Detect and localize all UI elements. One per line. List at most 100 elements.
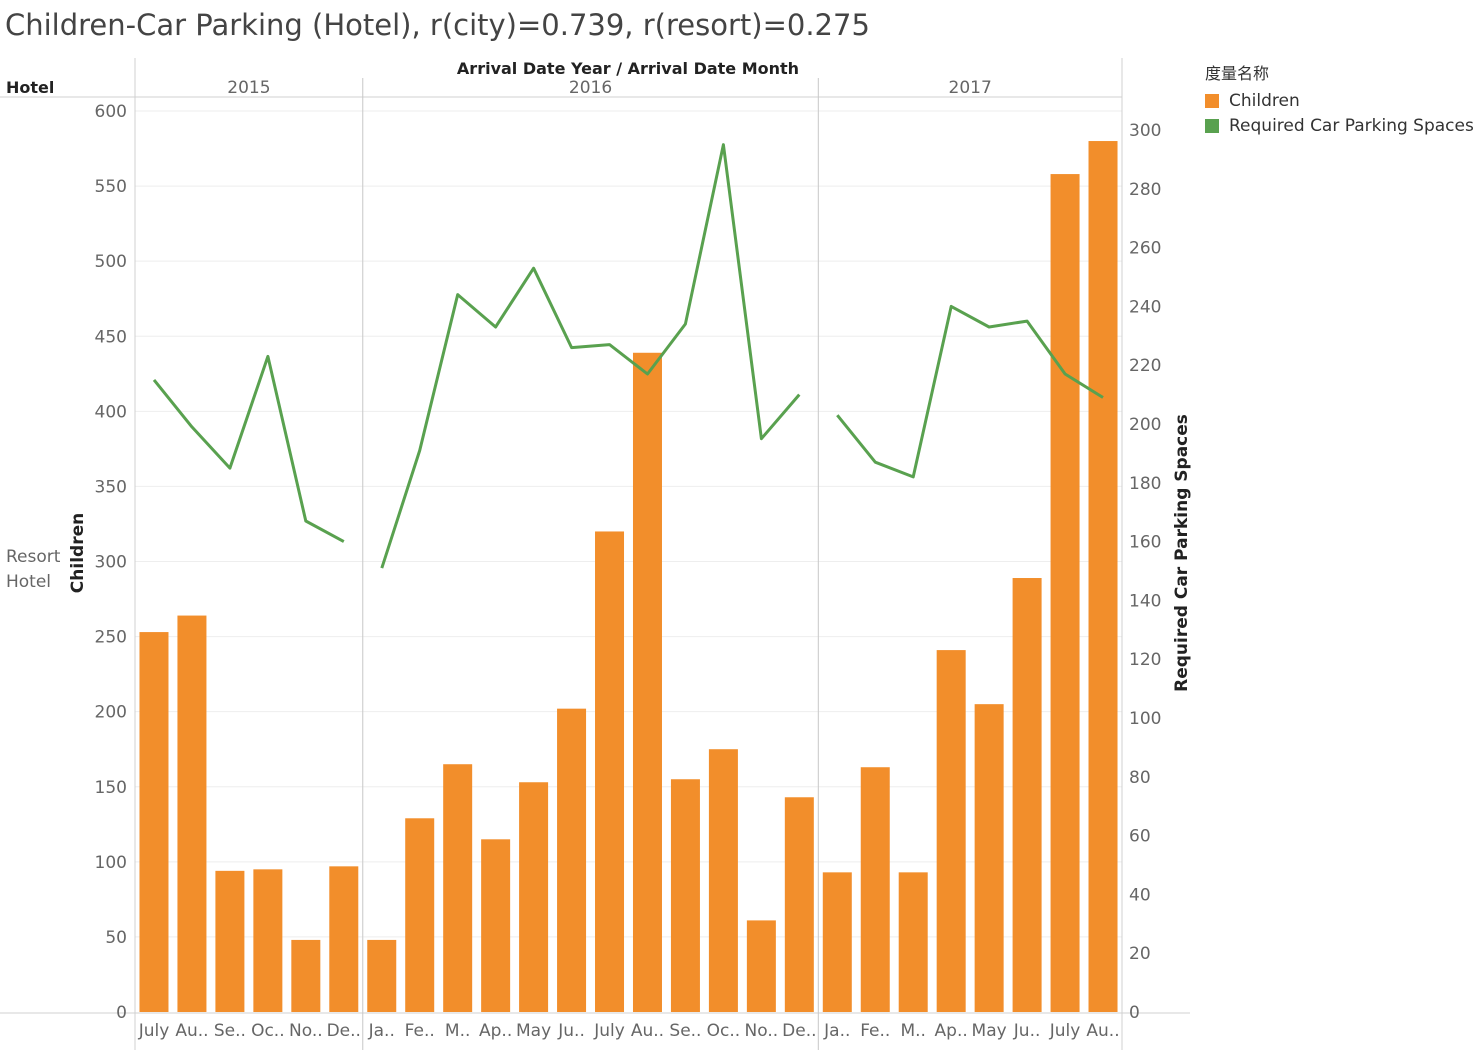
row-value-label: Resort bbox=[6, 547, 61, 567]
children-bar bbox=[519, 782, 549, 1012]
children-bar bbox=[708, 749, 738, 1012]
children-bar bbox=[898, 872, 928, 1012]
children-bar bbox=[1050, 174, 1080, 1012]
right-axis-tick: 200 bbox=[1129, 415, 1161, 435]
left-axis-tick: 400 bbox=[95, 402, 127, 422]
column-headers: Hotel Arrival Date Year / Arrival Date Mo… bbox=[6, 59, 992, 592]
chart-title: Children-Car Parking (Hotel), r(city)=0.… bbox=[5, 8, 870, 42]
right-axis-tick: 60 bbox=[1129, 827, 1151, 847]
left-axis-title: Children bbox=[68, 513, 88, 593]
parking-line bbox=[380, 143, 801, 569]
x-axis-tick: Fe.. bbox=[860, 1021, 890, 1041]
children-bar bbox=[936, 650, 966, 1012]
children-bar bbox=[822, 872, 852, 1012]
children-bar bbox=[139, 632, 169, 1012]
children-bar bbox=[746, 920, 776, 1012]
right-axis-tick: 120 bbox=[1129, 650, 1161, 670]
row-value-label: Hotel bbox=[6, 572, 51, 592]
children-bar bbox=[443, 764, 473, 1012]
panel-frame bbox=[0, 58, 1190, 1050]
left-axis-tick: 100 bbox=[95, 853, 127, 873]
left-axis-tick: 250 bbox=[95, 628, 127, 648]
parking-line bbox=[152, 354, 345, 543]
legend-label-parking: Required Car Parking Spaces bbox=[1229, 115, 1474, 136]
right-axis-tick: 280 bbox=[1129, 180, 1161, 200]
children-bar bbox=[481, 839, 511, 1012]
left-axis-tick: 200 bbox=[95, 703, 127, 723]
legend-label-children: Children bbox=[1229, 90, 1300, 111]
x-axis-tick: Ja.. bbox=[368, 1021, 395, 1041]
x-axis-tick: Ju.. bbox=[1013, 1021, 1041, 1041]
x-axis-tick: De.. bbox=[327, 1021, 361, 1041]
x-axis-tick: M.. bbox=[900, 1021, 925, 1041]
x-axis-tick: Fe.. bbox=[405, 1021, 435, 1041]
x-axis-tick: Ju.. bbox=[557, 1021, 585, 1041]
x-axis: July Au.. Se.. Oc.. No.. De.. Ja.. Fe.. M.. Ap.. M… bbox=[138, 1021, 1120, 1041]
left-axis-tick: 300 bbox=[95, 553, 127, 573]
x-axis-tick: Ap.. bbox=[935, 1021, 968, 1041]
x-axis-tick: Au.. bbox=[1086, 1021, 1119, 1041]
children-bar bbox=[595, 531, 625, 1012]
children-bar bbox=[632, 352, 662, 1013]
right-axis-tick: 240 bbox=[1129, 297, 1161, 317]
left-axis-tick: 0 bbox=[116, 1003, 127, 1023]
children-bar bbox=[405, 818, 435, 1012]
x-axis-tick: July bbox=[593, 1021, 625, 1041]
legend-item-children[interactable]: Children bbox=[1205, 88, 1474, 113]
right-axis-title: Required Car Parking Spaces bbox=[1172, 414, 1192, 692]
x-axis-tick: Ja.. bbox=[823, 1021, 850, 1041]
right-axis: 0 20 40 60 80 100 120 140 160 180 200 220 240 260 280 3… bbox=[1129, 121, 1192, 1023]
right-axis-tick: 100 bbox=[1129, 709, 1161, 729]
legend-swatch-parking bbox=[1205, 118, 1219, 133]
legend-item-parking[interactable]: Required Car Parking Spaces bbox=[1205, 113, 1474, 138]
column-dimension-label: Arrival Date Year / Arrival Date Month bbox=[457, 59, 799, 78]
left-axis-tick: 450 bbox=[95, 327, 127, 347]
right-axis-tick: 220 bbox=[1129, 356, 1161, 376]
left-axis-tick: 50 bbox=[105, 928, 127, 948]
x-axis-tick: Oc.. bbox=[251, 1021, 285, 1041]
x-axis-tick: July bbox=[138, 1021, 170, 1041]
gridlines bbox=[135, 110, 1122, 938]
x-axis-tick: De.. bbox=[782, 1021, 816, 1041]
left-axis-tick: 600 bbox=[95, 102, 127, 122]
right-axis-tick: 160 bbox=[1129, 533, 1161, 553]
year-header: 2015 bbox=[227, 78, 270, 98]
x-axis-tick: May bbox=[516, 1021, 551, 1041]
children-bar bbox=[329, 866, 359, 1012]
right-axis-tick: 140 bbox=[1129, 591, 1161, 611]
year-header: 2017 bbox=[949, 78, 992, 98]
parking-line bbox=[836, 304, 1104, 479]
x-axis-tick: Oc.. bbox=[707, 1021, 741, 1041]
right-axis-tick: 80 bbox=[1129, 768, 1151, 788]
x-axis-tick: M.. bbox=[445, 1021, 470, 1041]
row-dimension-label: Hotel bbox=[6, 78, 54, 97]
x-axis-tick: May bbox=[972, 1021, 1007, 1041]
left-axis-tick: 150 bbox=[95, 778, 127, 798]
left-axis-tick: 550 bbox=[95, 177, 127, 197]
children-bar bbox=[215, 870, 245, 1012]
x-axis-tick: No.. bbox=[745, 1021, 779, 1041]
children-bar bbox=[1012, 578, 1042, 1012]
left-axis: 0 50 100 150 200 250 300 350 400 450 500 550 600 Chil… bbox=[68, 102, 127, 1023]
children-bar bbox=[860, 767, 890, 1012]
children-bar bbox=[291, 939, 321, 1012]
legend-swatch-children bbox=[1205, 93, 1219, 108]
right-axis-tick: 0 bbox=[1129, 1003, 1140, 1023]
x-axis-tick: Au.. bbox=[631, 1021, 664, 1041]
children-bar bbox=[670, 779, 700, 1012]
children-bar bbox=[557, 708, 587, 1012]
children-bars bbox=[139, 141, 1118, 1013]
children-bar bbox=[367, 939, 397, 1012]
children-bar bbox=[253, 869, 283, 1012]
right-axis-tick: 260 bbox=[1129, 239, 1161, 259]
legend: 度量名称 Children Required Car Parking Space… bbox=[1205, 60, 1474, 138]
children-bar bbox=[974, 704, 1004, 1012]
x-axis-tick: July bbox=[1049, 1021, 1081, 1041]
left-axis-tick: 350 bbox=[95, 477, 127, 497]
x-axis-tick: No.. bbox=[289, 1021, 323, 1041]
legend-title: 度量名称 bbox=[1205, 64, 1270, 83]
children-bar bbox=[177, 615, 207, 1012]
right-axis-tick: 300 bbox=[1129, 121, 1161, 141]
parking-lines bbox=[152, 143, 1104, 569]
